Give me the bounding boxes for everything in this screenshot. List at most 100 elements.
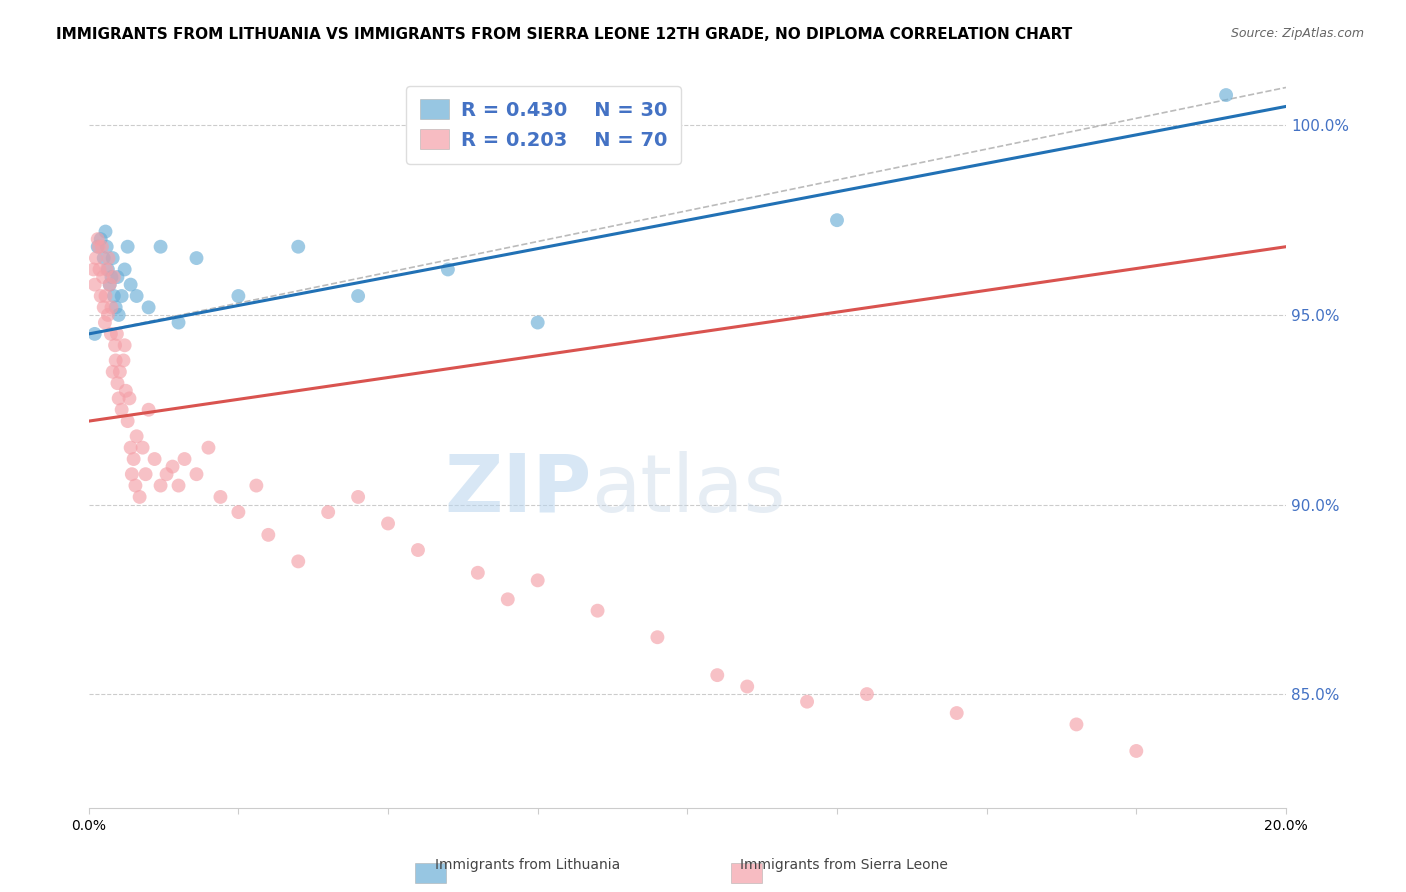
- Point: [98, 277, 121, 292]
- Point: [83, 277, 105, 292]
- Point: [115, 384, 138, 398]
- Point: [316, 505, 339, 519]
- Point: [118, 392, 141, 406]
- Point: [143, 452, 166, 467]
- Point: [945, 706, 967, 720]
- Point: [107, 308, 129, 322]
- Point: [138, 301, 160, 315]
- Point: [526, 574, 548, 588]
- Point: [197, 441, 219, 455]
- Point: [162, 459, 184, 474]
- Point: [96, 262, 118, 277]
- Point: [114, 262, 136, 277]
- Point: [526, 316, 548, 330]
- Point: [98, 277, 121, 292]
- Point: [107, 376, 129, 391]
- Point: [90, 289, 112, 303]
- Point: [83, 326, 105, 341]
- Text: Source: ZipAtlas.com: Source: ZipAtlas.com: [1230, 27, 1364, 40]
- Point: [856, 687, 879, 701]
- Point: [104, 338, 127, 352]
- Point: [107, 270, 129, 285]
- Point: [647, 630, 669, 644]
- Text: 20.0%: 20.0%: [1264, 819, 1308, 833]
- Point: [825, 213, 848, 227]
- Point: [135, 467, 157, 482]
- Point: [97, 308, 120, 322]
- Point: [228, 505, 250, 519]
- Point: [97, 262, 120, 277]
- Point: [105, 326, 128, 341]
- Point: [347, 490, 370, 504]
- Point: [173, 452, 195, 467]
- Point: [100, 270, 122, 285]
- Point: [377, 516, 399, 531]
- Point: [117, 414, 139, 428]
- Point: [287, 554, 309, 568]
- Point: [107, 392, 129, 406]
- Point: [796, 695, 818, 709]
- Point: [467, 566, 489, 580]
- Point: [128, 490, 150, 504]
- Text: ZIP: ZIP: [444, 451, 592, 529]
- Point: [155, 467, 177, 482]
- Point: [228, 289, 250, 303]
- Point: [406, 543, 429, 558]
- Point: [121, 467, 143, 482]
- Point: [114, 338, 136, 352]
- Point: [186, 467, 208, 482]
- Point: [87, 232, 110, 246]
- Point: [149, 478, 172, 492]
- Point: [120, 277, 142, 292]
- Point: [186, 251, 208, 265]
- Point: [125, 289, 148, 303]
- Point: [257, 528, 280, 542]
- Point: [104, 353, 127, 368]
- Point: [120, 441, 142, 455]
- Point: [347, 289, 370, 303]
- Point: [104, 301, 127, 315]
- Text: atlas: atlas: [592, 451, 786, 529]
- Point: [209, 490, 232, 504]
- Point: [496, 592, 519, 607]
- Point: [1066, 717, 1088, 731]
- Legend: R = 0.430    N = 30, R = 0.203    N = 70: R = 0.430 N = 30, R = 0.203 N = 70: [406, 86, 681, 163]
- Text: Immigrants from Sierra Leone: Immigrants from Sierra Leone: [740, 858, 948, 872]
- Text: Immigrants from Lithuania: Immigrants from Lithuania: [434, 858, 620, 872]
- Point: [111, 289, 134, 303]
- Point: [94, 289, 117, 303]
- Point: [90, 232, 112, 246]
- Point: [100, 301, 122, 315]
- Point: [706, 668, 728, 682]
- Point: [1125, 744, 1147, 758]
- Point: [84, 251, 107, 265]
- Point: [167, 478, 190, 492]
- Point: [90, 240, 112, 254]
- Point: [117, 240, 139, 254]
- Point: [101, 365, 124, 379]
- Point: [108, 365, 131, 379]
- Point: [112, 353, 135, 368]
- Point: [586, 604, 609, 618]
- Point: [97, 251, 120, 265]
- Point: [93, 301, 115, 315]
- Point: [125, 429, 148, 443]
- Point: [245, 478, 267, 492]
- Text: IMMIGRANTS FROM LITHUANIA VS IMMIGRANTS FROM SIERRA LEONE 12TH GRADE, NO DIPLOMA: IMMIGRANTS FROM LITHUANIA VS IMMIGRANTS …: [56, 27, 1073, 42]
- Point: [287, 240, 309, 254]
- Point: [89, 262, 111, 277]
- Text: 0.0%: 0.0%: [72, 819, 107, 833]
- Point: [167, 316, 190, 330]
- Point: [93, 251, 115, 265]
- Point: [94, 316, 117, 330]
- Point: [103, 270, 125, 285]
- Point: [122, 452, 145, 467]
- Point: [124, 478, 146, 492]
- Point: [96, 240, 118, 254]
- Point: [87, 240, 110, 254]
- Point: [1215, 88, 1237, 103]
- Point: [94, 225, 117, 239]
- Point: [111, 402, 134, 417]
- Point: [138, 402, 160, 417]
- Point: [437, 262, 460, 277]
